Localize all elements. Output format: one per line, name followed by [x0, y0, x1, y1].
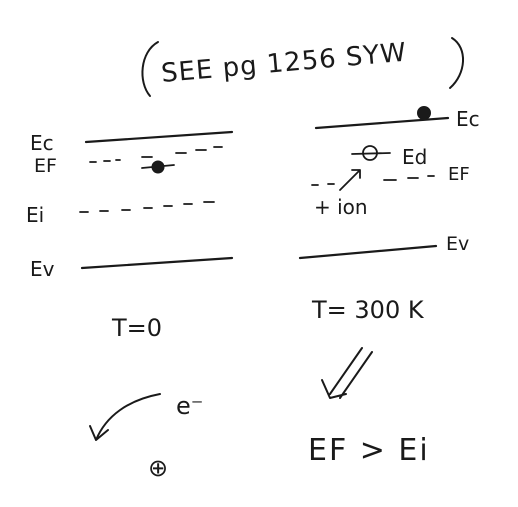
hole-symbol: ⊕	[148, 454, 168, 482]
conclusion-text: EF > Ei	[308, 433, 430, 468]
right-temperature-label: T= 300 K	[311, 296, 425, 324]
note-open-paren	[141, 41, 159, 97]
right-valence-band-line	[298, 244, 438, 260]
right-ionized-donor-circle	[362, 145, 378, 161]
right-donor-level-dash	[351, 152, 391, 155]
bottom-annotations: e⁻ ⊕ EF > Ei	[89, 347, 430, 482]
right-ion-arrow	[339, 169, 361, 191]
double-arrow-down-left	[321, 347, 373, 399]
left-fermi-level-dashes	[89, 146, 223, 163]
left-temperature-label: T=0	[111, 314, 162, 342]
reference-note: SEE pg 1256 SYW	[141, 37, 465, 97]
left-band-diagram: Ec EF Ei Ev T=0	[26, 130, 234, 342]
note-close-paren	[449, 37, 465, 89]
right-conduction-band-line	[314, 116, 450, 130]
right-ev-label: Ev	[446, 233, 469, 255]
left-valence-band-line	[80, 256, 234, 270]
left-ef-label: EF	[34, 155, 57, 177]
right-ion-label: + ion	[314, 195, 368, 219]
left-intrinsic-level-dashes	[79, 201, 215, 213]
left-conduction-band-line	[84, 130, 234, 144]
note-text: SEE pg 1256 SYW	[160, 38, 408, 89]
left-ev-label: Ev	[30, 257, 55, 281]
right-band-diagram: Ec Ed EF + ion Ev T= 300 K	[298, 106, 480, 324]
left-ec-label: Ec	[30, 131, 54, 155]
right-fermi-level-dashes	[311, 175, 435, 186]
left-donor-level-dash	[141, 164, 175, 169]
electron-label: e⁻	[176, 392, 203, 420]
right-conduction-electron-dot	[417, 106, 431, 120]
right-ef-label: EF	[448, 164, 470, 185]
right-ec-label: Ec	[456, 107, 480, 131]
right-ed-label: Ed	[402, 145, 427, 169]
left-ei-label: Ei	[26, 203, 44, 227]
electron-curved-arrow	[89, 393, 161, 441]
